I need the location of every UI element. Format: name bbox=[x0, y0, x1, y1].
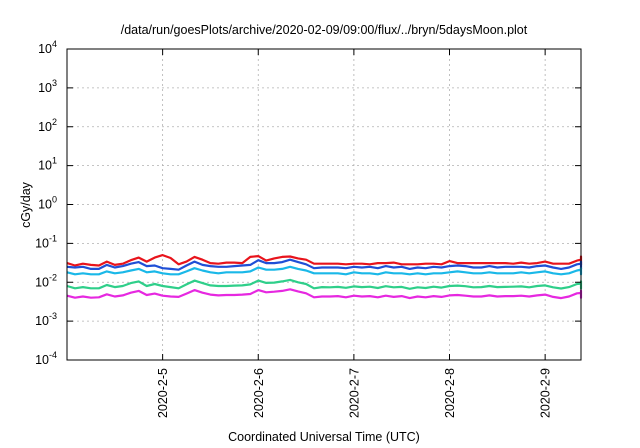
x-tick-label: 2020-2-8 bbox=[443, 368, 457, 418]
x-axis-label: Coordinated Universal Time (UTC) bbox=[228, 430, 420, 444]
series-layer bbox=[66, 254, 583, 300]
x-tick-label: 2020-2-5 bbox=[156, 368, 170, 418]
chart-title: /data/run/goesPlots/archive/2020-02-09/0… bbox=[121, 23, 528, 37]
y-tick-label: 104 bbox=[38, 39, 57, 56]
series-line bbox=[66, 288, 583, 300]
x-tick-label: 2020-2-9 bbox=[539, 368, 553, 418]
y-tick-label: 10-2 bbox=[35, 272, 57, 289]
y-tick-label: 10-1 bbox=[35, 233, 57, 250]
y-tick-label: 10-4 bbox=[35, 350, 57, 367]
x-tick-label: 2020-2-7 bbox=[347, 368, 361, 418]
y-tick-label: 101 bbox=[38, 156, 57, 173]
y-tick-label: 100 bbox=[38, 195, 57, 212]
grid-layer bbox=[67, 49, 581, 360]
series-line bbox=[66, 278, 583, 290]
y-axis-label: cGy/day bbox=[19, 181, 33, 228]
y-tick-label: 10-3 bbox=[35, 311, 57, 328]
x-tick-label: 2020-2-6 bbox=[252, 368, 266, 418]
y-tick-label: 102 bbox=[38, 117, 57, 134]
tick-layer: 10-4 10-3 10-2 10-1 100 101 102 103 104 2020-2-5 2… bbox=[35, 39, 581, 418]
y-tick-label: 103 bbox=[38, 78, 57, 95]
